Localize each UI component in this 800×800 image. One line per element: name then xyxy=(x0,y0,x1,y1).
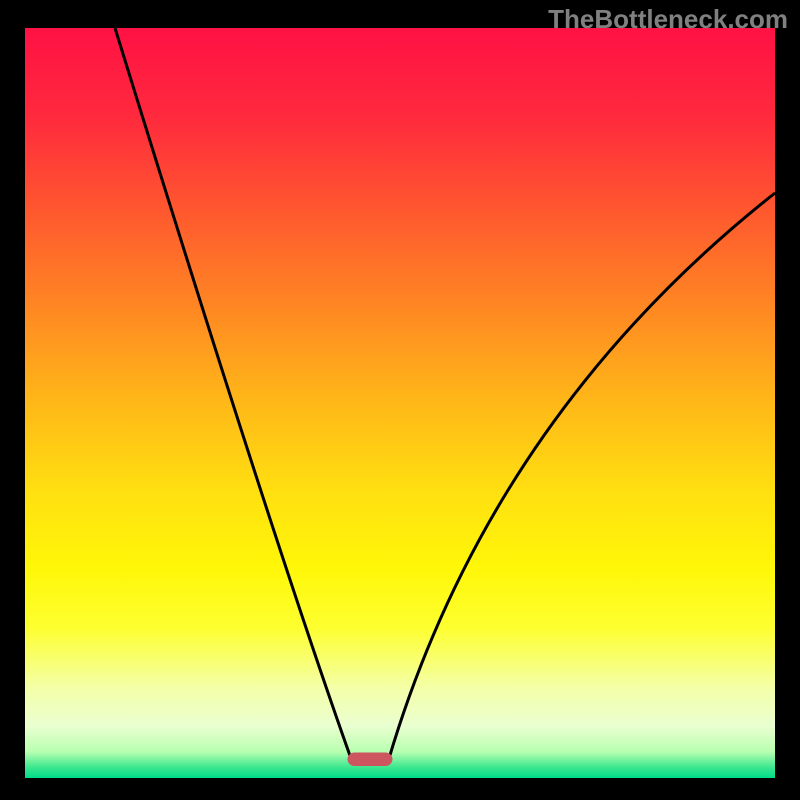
chart-svg xyxy=(0,0,800,800)
optimal-marker xyxy=(348,753,393,767)
chart-container: TheBottleneck.com xyxy=(0,0,800,800)
watermark-text: TheBottleneck.com xyxy=(548,4,788,35)
chart-background xyxy=(25,28,775,778)
